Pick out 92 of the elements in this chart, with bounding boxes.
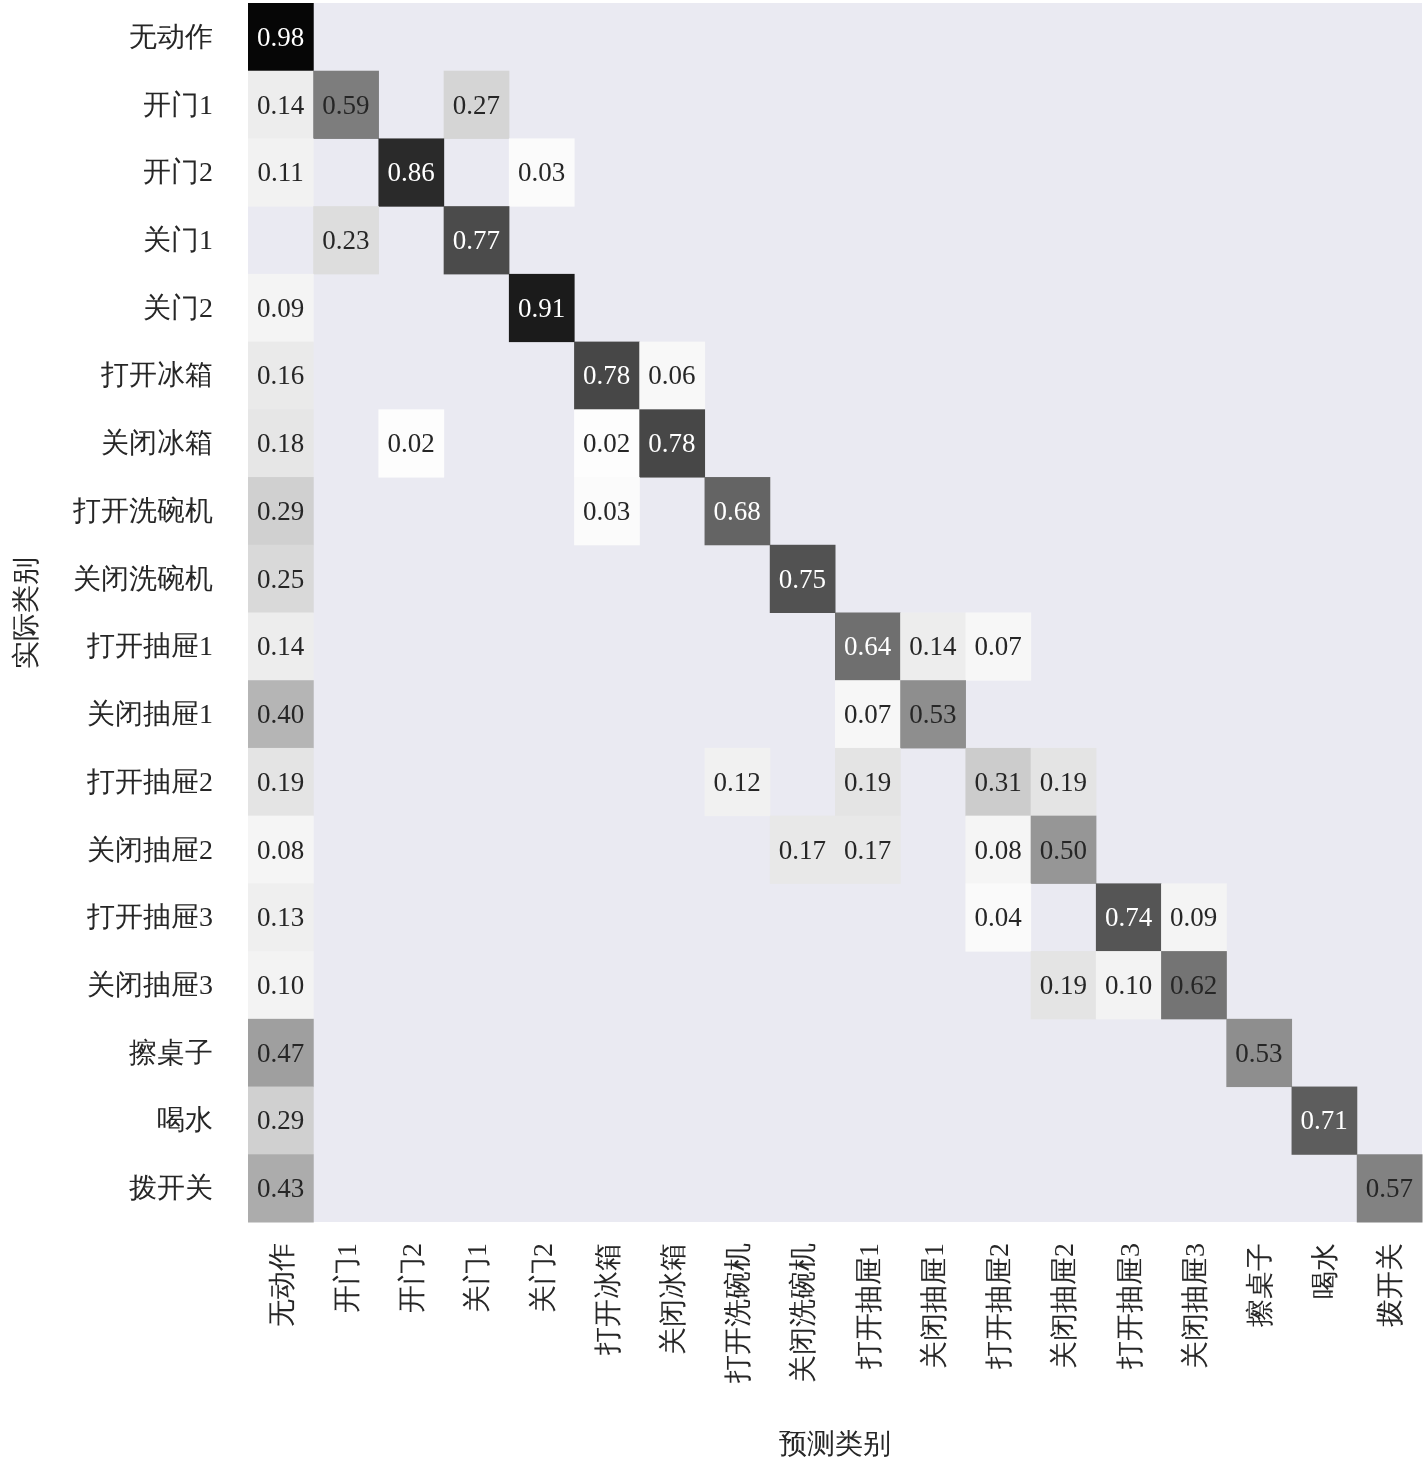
x-tick-label: 关闭抽屉3 <box>1178 1243 1210 1369</box>
data-label: 0.23 <box>322 225 370 256</box>
data-label: 0.03 <box>583 495 631 526</box>
x-tick-label: 关门2 <box>526 1243 558 1313</box>
data-label: 0.17 <box>843 834 892 865</box>
data-label: 0.10 <box>1104 969 1153 1000</box>
data-label: 0.10 <box>256 969 305 1000</box>
y-tick-label: 关闭抽屉2 <box>87 833 213 865</box>
x-tick-label: 关闭洗碗机 <box>787 1243 819 1383</box>
data-label: 0.18 <box>256 428 305 459</box>
data-label: 0.74 <box>1104 902 1153 933</box>
data-label: 0.40 <box>256 699 305 730</box>
data-label: 0.19 <box>1039 766 1087 797</box>
data-label: 0.04 <box>974 902 1023 933</box>
y-tick-label: 喝水 <box>157 1104 213 1136</box>
data-label: 0.14 <box>909 631 957 662</box>
data-label: 0.09 <box>256 292 305 323</box>
data-label: 0.59 <box>322 89 370 120</box>
x-tick-label: 打开洗碗机 <box>722 1243 754 1384</box>
data-label: 0.68 <box>713 495 761 526</box>
y-tick-label: 擦桌子 <box>129 1036 213 1068</box>
data-label: 0.78 <box>648 428 696 459</box>
data-label: 0.19 <box>256 766 305 797</box>
data-label: 0.98 <box>256 21 305 52</box>
data-label: 0.03 <box>517 157 566 188</box>
y-tick-label: 开门2 <box>143 156 213 188</box>
y-tick-label: 打开抽屉1 <box>86 630 213 662</box>
y-tick-label: 打开抽屉2 <box>86 765 213 797</box>
data-label: 0.47 <box>256 1037 305 1068</box>
x-tick-label: 打开冰箱 <box>591 1243 623 1356</box>
data-label: 0.12 <box>713 766 761 797</box>
y-tick-label: 关闭抽屉1 <box>87 698 213 730</box>
data-label: 0.57 <box>1365 1173 1414 1204</box>
y-tick-label: 关闭洗碗机 <box>73 562 213 594</box>
x-tick-label: 打开抽屉1 <box>852 1243 884 1370</box>
x-tick-label: 开门1 <box>330 1243 362 1313</box>
y-tick-label: 开门1 <box>143 88 213 120</box>
data-label: 0.02 <box>583 428 631 459</box>
data-label: 0.25 <box>256 563 305 594</box>
x-tick-label: 关闭抽屉2 <box>1048 1243 1080 1369</box>
y-tick-label: 关门2 <box>143 291 213 323</box>
data-label: 0.19 <box>1039 969 1087 1000</box>
data-label: 0.75 <box>778 563 827 594</box>
data-label: 0.62 <box>1170 969 1218 1000</box>
y-axis-title: 实际类别 <box>10 556 41 669</box>
data-label: 0.71 <box>1300 1105 1348 1136</box>
data-label: 0.17 <box>778 834 827 865</box>
data-label: 0.91 <box>517 292 566 323</box>
data-label: 0.16 <box>256 360 305 391</box>
data-label: 0.14 <box>256 89 305 120</box>
data-label: 0.29 <box>256 495 305 526</box>
data-label: 0.53 <box>909 699 957 730</box>
data-label: 0.31 <box>974 766 1022 797</box>
data-label: 0.29 <box>256 1105 305 1136</box>
y-tick-label: 打开抽屉3 <box>86 901 213 933</box>
x-tick-label: 拨开关 <box>1374 1243 1406 1327</box>
data-label: 0.19 <box>843 766 892 797</box>
y-tick-label: 打开冰箱 <box>100 359 213 391</box>
data-label: 0.86 <box>387 157 435 188</box>
y-tick-label: 打开洗碗机 <box>72 494 213 526</box>
y-tick-label: 拨开关 <box>129 1172 213 1204</box>
x-tick-label: 喝水 <box>1309 1243 1341 1299</box>
data-label: 0.07 <box>974 631 1022 662</box>
data-label: 0.78 <box>583 360 631 391</box>
data-label: 0.50 <box>1039 834 1087 865</box>
data-label: 0.14 <box>256 631 305 662</box>
data-label: 0.77 <box>452 225 500 256</box>
data-label: 0.02 <box>387 428 435 459</box>
data-label: 0.11 <box>257 157 304 188</box>
data-label: 0.43 <box>256 1173 305 1204</box>
data-label: 0.07 <box>843 699 892 730</box>
y-tick-label: 关闭抽屉3 <box>87 968 213 1000</box>
data-label: 0.13 <box>256 902 305 933</box>
x-tick-label: 关闭抽屉1 <box>917 1243 949 1369</box>
data-label: 0.64 <box>843 631 892 662</box>
y-tick-label: 无动作 <box>129 20 213 52</box>
x-tick-label: 打开抽屉3 <box>1113 1243 1145 1370</box>
data-label: 0.09 <box>1170 902 1218 933</box>
data-label: 0.08 <box>256 834 305 865</box>
x-tick-label: 关闭冰箱 <box>656 1243 688 1355</box>
data-label: 0.06 <box>648 360 696 391</box>
x-tick-label: 打开抽屉2 <box>983 1243 1015 1370</box>
data-label: 0.27 <box>452 89 500 120</box>
x-axis-title: 预测类别 <box>779 1428 891 1459</box>
data-label: 0.53 <box>1235 1037 1283 1068</box>
y-tick-label: 关闭冰箱 <box>101 427 213 459</box>
y-tick-label: 关门1 <box>143 224 213 256</box>
data-label: 0.08 <box>974 834 1022 865</box>
x-tick-label: 擦桌子 <box>1243 1243 1275 1327</box>
x-tick-label: 无动作 <box>265 1243 297 1327</box>
x-tick-label: 开门2 <box>396 1243 428 1313</box>
x-tick-label: 关门1 <box>461 1243 493 1313</box>
